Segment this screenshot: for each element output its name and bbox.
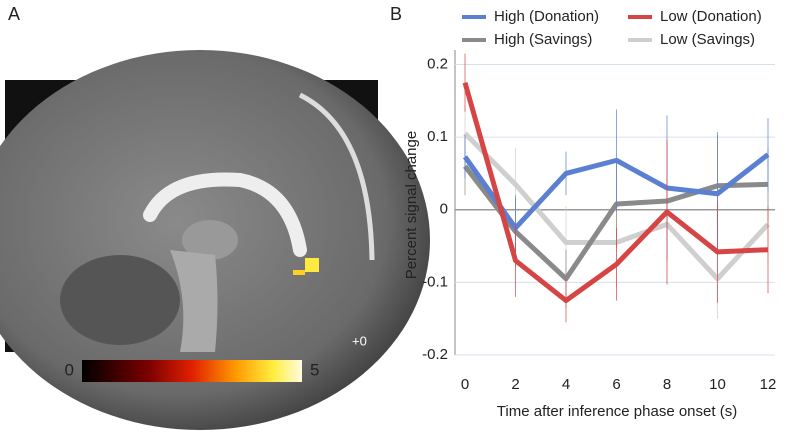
y-tick-label: -0.1 bbox=[422, 273, 448, 290]
legend-label: Low (Savings) bbox=[660, 31, 755, 48]
colorbar bbox=[82, 360, 302, 382]
x-tick-label: 2 bbox=[511, 376, 519, 393]
x-tick-label: 10 bbox=[709, 376, 726, 393]
y-axis-label: Percent signal change bbox=[403, 131, 420, 279]
x-tick-label: 8 bbox=[663, 376, 671, 393]
brain-image: +0 bbox=[0, 50, 430, 430]
colorbar-tick-label: 0 bbox=[65, 360, 74, 379]
x-tick-label: 6 bbox=[612, 376, 620, 393]
legend-label: High (Savings) bbox=[494, 31, 592, 48]
y-tick-label: 0 bbox=[440, 201, 448, 218]
x-axis-label: Time after inference phase onset (s) bbox=[497, 403, 737, 420]
y-tick-label: 0.2 bbox=[427, 55, 448, 72]
x-tick-label: 4 bbox=[562, 376, 570, 393]
x-tick-label: 0 bbox=[461, 376, 469, 393]
colorbar-tick-label: 5 bbox=[310, 360, 319, 379]
slice-label: +0 bbox=[352, 333, 367, 348]
panel-label: A bbox=[8, 4, 20, 24]
y-tick-label: -0.2 bbox=[422, 346, 448, 363]
y-tick-label: 0.1 bbox=[427, 128, 448, 145]
legend-label: High (Donation) bbox=[494, 8, 599, 25]
x-tick-label: 12 bbox=[760, 376, 777, 393]
series-line bbox=[462, 81, 769, 304]
legend-label: Low (Donation) bbox=[660, 8, 762, 25]
panel-label: B bbox=[390, 4, 402, 24]
